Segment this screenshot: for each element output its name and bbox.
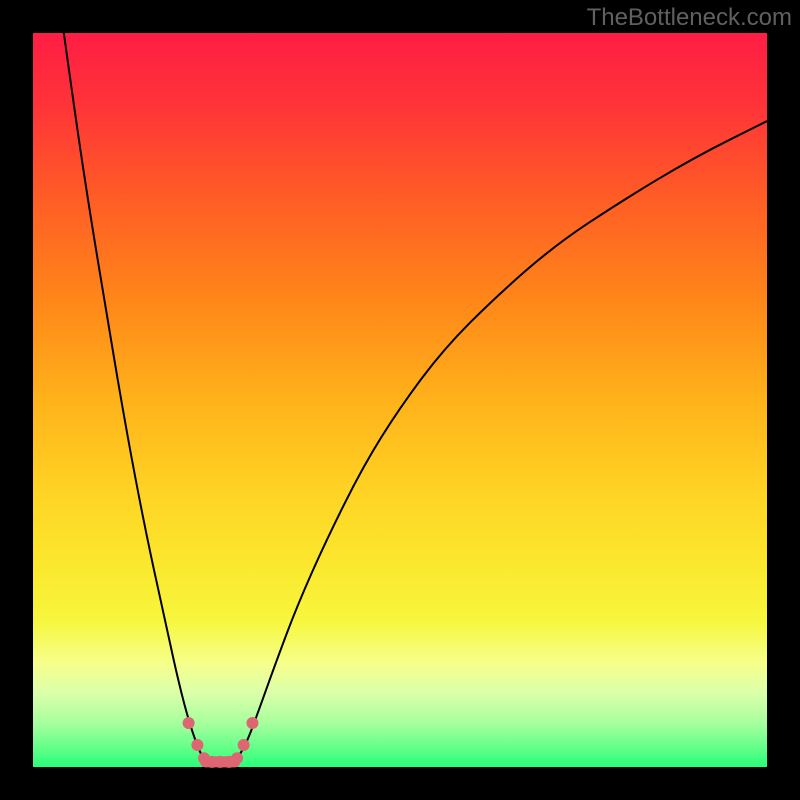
valley-marker (246, 717, 258, 729)
valley-marker (191, 739, 203, 751)
chart-root: TheBottleneck.com (0, 0, 800, 800)
watermark-text: TheBottleneck.com (587, 4, 792, 32)
valley-marker (231, 752, 243, 764)
valley-marker (238, 739, 250, 751)
valley-marker (183, 717, 195, 729)
markers-layer (0, 0, 800, 800)
